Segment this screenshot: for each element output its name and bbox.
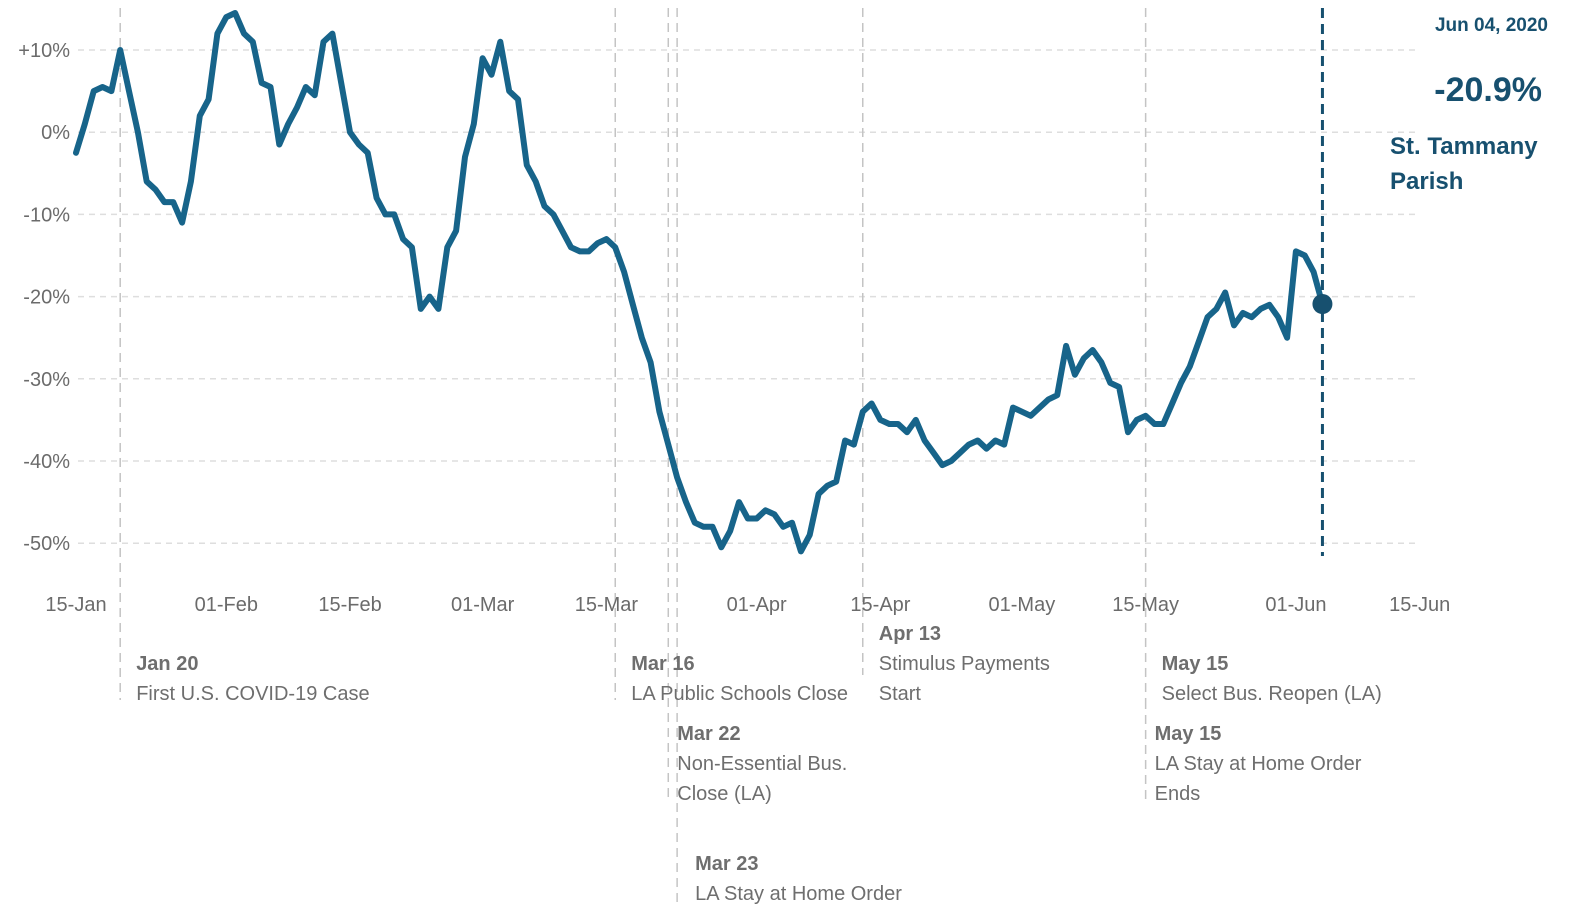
callout-name-line-1: St. Tammany bbox=[1390, 133, 1538, 160]
x-tick-label: 01-May bbox=[989, 594, 1056, 616]
x-tick-label: 15-Jan bbox=[45, 594, 106, 616]
annotation-text: LA Public Schools Close bbox=[631, 683, 848, 705]
y-tick-label: -30% bbox=[23, 369, 70, 391]
annotation-date: May 15 bbox=[1162, 653, 1229, 675]
annotation-date: Jan 20 bbox=[136, 653, 198, 675]
x-tick-label: 15-Jun bbox=[1389, 594, 1450, 616]
callout-value: -20.9% bbox=[1434, 71, 1542, 109]
x-tick-label: 15-May bbox=[1112, 594, 1179, 616]
annotation-text: Stimulus Payments bbox=[879, 653, 1050, 675]
x-tick-label: 01-Jun bbox=[1265, 594, 1326, 616]
annotation-date: Mar 23 bbox=[695, 853, 758, 875]
annotation-text: Close (LA) bbox=[677, 783, 771, 805]
x-tick-label: 15-Apr bbox=[850, 594, 910, 616]
y-tick-label: -40% bbox=[23, 451, 70, 473]
x-tick-label: 01-Apr bbox=[727, 594, 787, 616]
annotation-date: May 15 bbox=[1155, 723, 1222, 745]
annotation-text: Select Bus. Reopen (LA) bbox=[1162, 683, 1382, 705]
annotation-text: Start bbox=[879, 683, 922, 705]
callout-point bbox=[1312, 293, 1333, 314]
y-tick-label: 0% bbox=[41, 122, 70, 144]
annotation-text: Non-Essential Bus. bbox=[677, 753, 847, 775]
annotation-date: Apr 13 bbox=[879, 623, 941, 645]
annotation-text: Ends bbox=[1155, 783, 1201, 805]
y-axis-ticks: +10% 0% -10% -20% -30% -40% -50% bbox=[18, 40, 70, 555]
y-tick-label: +10% bbox=[18, 40, 70, 62]
annotation-date: Mar 16 bbox=[631, 653, 694, 675]
callout-date: Jun 04, 2020 bbox=[1435, 15, 1548, 36]
annotation-date: Mar 22 bbox=[677, 723, 740, 745]
x-tick-label: 15-Feb bbox=[318, 594, 381, 616]
y-tick-label: -50% bbox=[23, 533, 70, 555]
series-layer bbox=[73, 8, 1333, 556]
x-tick-label: 15-Mar bbox=[575, 594, 639, 616]
gridlines bbox=[78, 49, 1415, 544]
series-line bbox=[73, 10, 1326, 555]
event-lines bbox=[119, 8, 1147, 908]
callout-name-line-2: Parish bbox=[1390, 168, 1463, 195]
callout: Jun 04, 2020 -20.9% St. Tammany Parish bbox=[1390, 15, 1548, 195]
x-axis-ticks: 15-Jan 01-Feb 15-Feb 01-Mar 15-Mar 01-Apr 15-A… bbox=[45, 594, 1450, 616]
x-tick-label: 01-Mar bbox=[451, 594, 515, 616]
annotation-text: First U.S. COVID-19 Case bbox=[136, 683, 369, 705]
x-tick-label: 01-Feb bbox=[195, 594, 258, 616]
y-tick-label: -20% bbox=[23, 287, 70, 309]
y-tick-label: -10% bbox=[23, 204, 70, 226]
annotation-text: LA Stay at Home Order bbox=[695, 883, 902, 905]
annotation-text: LA Stay at Home Order bbox=[1155, 753, 1362, 775]
event-annotations: Jan 20 First U.S. COVID-19 Case Mar 16 LA P… bbox=[136, 623, 1382, 905]
